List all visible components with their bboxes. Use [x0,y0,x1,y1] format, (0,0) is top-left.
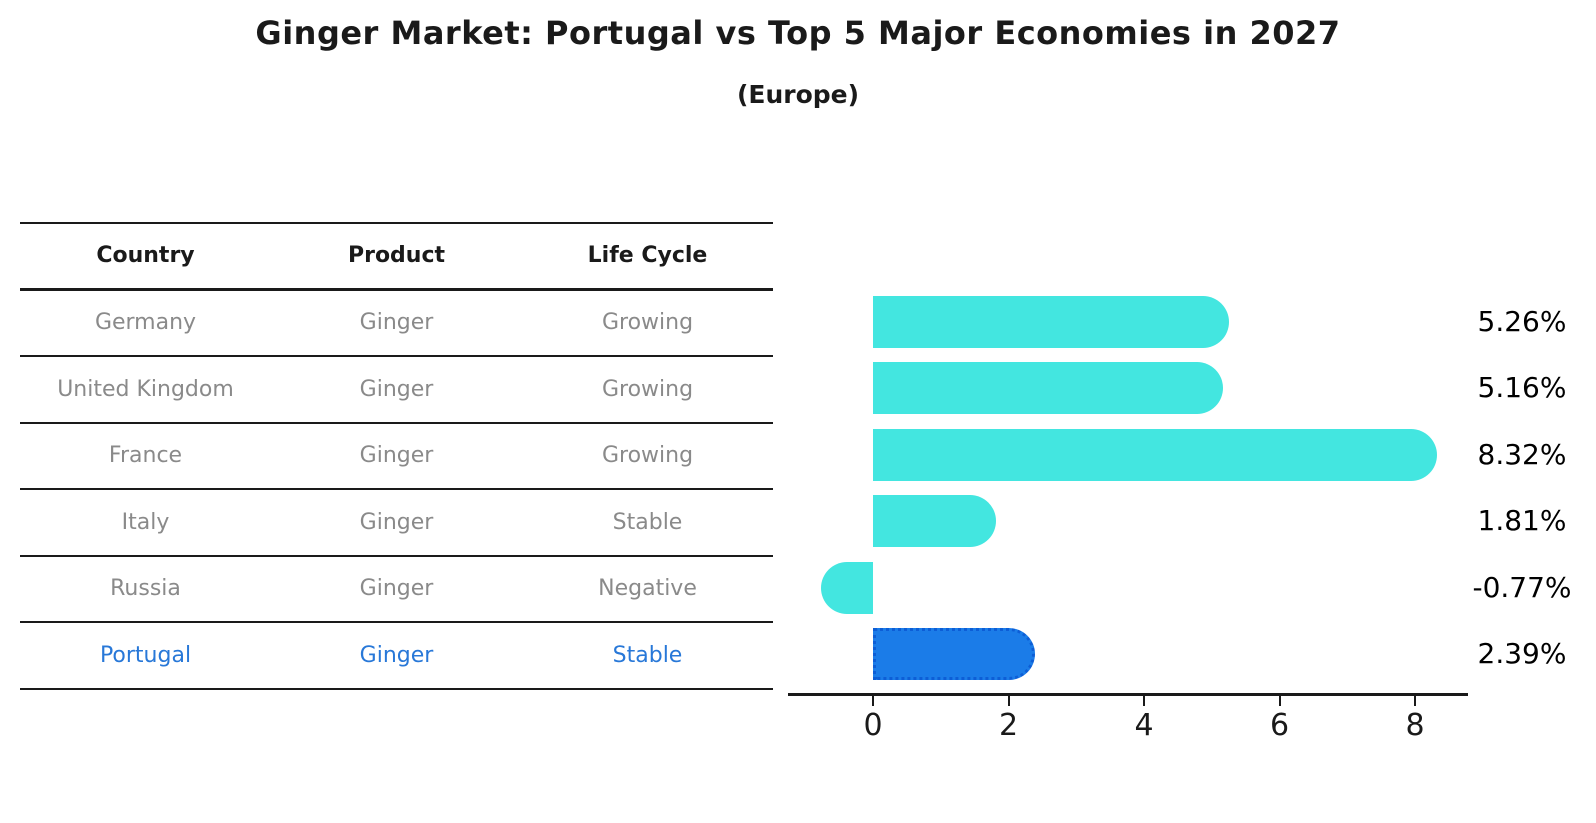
cell-lifecycle: Growing [601,310,694,336]
x-axis-tick-label: 8 [1405,708,1425,743]
table-row: France Ginger Growing [20,424,773,490]
table-row: Italy Ginger Stable [20,490,773,557]
bar-value-label: 5.26% [1477,304,1567,338]
bar-value-label: 1.81% [1477,504,1567,538]
cell-lifecycle: Growing [601,443,694,469]
x-axis-tick-label: 4 [1134,708,1154,743]
cell-country: Portugal [99,642,192,668]
cell-product: Ginger [359,509,434,535]
x-axis-tick-label: 2 [998,708,1019,743]
cell-country: Germany [94,310,197,336]
x-axis-tick [1414,696,1416,706]
table-header-row: Country Product Life Cycle [20,224,773,291]
cell-country: United Kingdom [57,376,234,402]
x-axis-tick-label: 0 [863,708,883,743]
bar-germany [873,295,1230,348]
cell-lifecycle: Negative [598,576,697,602]
cell-product: Ginger [359,443,434,469]
bar-italy [873,495,996,548]
table-header-lifecycle: Life Cycle [587,243,708,269]
chart-subtitle: (Europe) [736,80,860,109]
table-row: Germany Ginger Growing [20,291,773,357]
x-axis-tick [1007,696,1010,706]
bar-france [873,428,1437,481]
x-axis-line [788,693,1468,696]
cell-product: Ginger [359,310,434,336]
cell-country: Russia [110,576,181,602]
x-axis-tick [872,696,874,706]
cell-country: France [108,443,183,469]
x-axis-tick [1143,696,1145,706]
cell-lifecycle: Growing [601,376,694,402]
bar-portugal [873,628,1035,681]
cell-lifecycle: Stable [612,509,683,535]
bar-value-label: -0.77% [1472,570,1572,604]
bar-russia [820,561,873,614]
x-axis-tick-label: 6 [1269,708,1290,743]
bar-value-label: 5.16% [1477,371,1567,405]
cell-country: Italy [121,509,170,535]
cell-product: Ginger [359,576,434,602]
table-header-product: Product [347,243,446,269]
bar-value-label: 8.32% [1477,437,1567,471]
bar-united-kingdom [873,362,1223,415]
country-table: Country Product Life Cycle Germany Ginge… [20,222,773,690]
table-row: United Kingdom Ginger Growing [20,357,773,424]
cell-product: Ginger [359,642,434,668]
x-axis-tick [1278,696,1281,706]
bar-value-label: 2.39% [1477,637,1567,671]
cell-product: Ginger [359,376,434,402]
chart-title: Ginger Market: Portugal vs Top 5 Major E… [255,14,1341,52]
cell-lifecycle: Stable [612,642,683,668]
table-row-portugal-highlighted: Portugal Ginger Stable [20,623,773,690]
table-row: Russia Ginger Negative [20,557,773,623]
table-header-country: Country [96,243,195,269]
